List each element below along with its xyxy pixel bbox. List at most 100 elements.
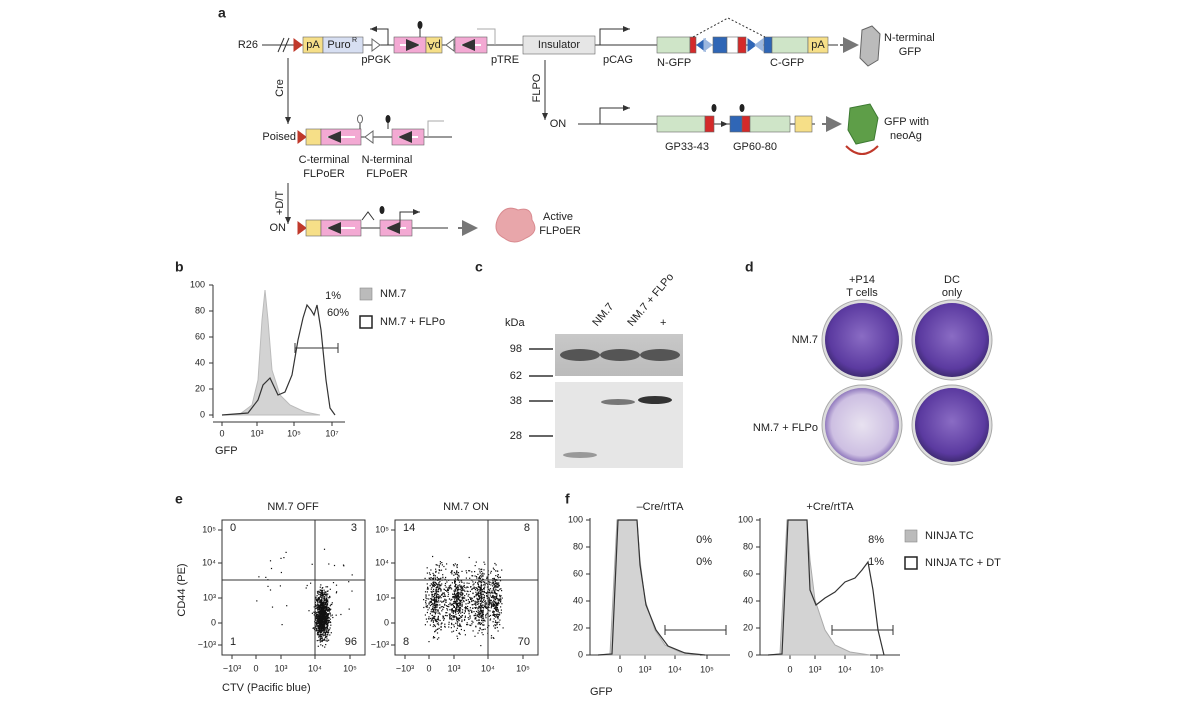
dot bbox=[500, 600, 502, 602]
dot bbox=[328, 639, 330, 641]
dot bbox=[322, 594, 324, 596]
dot bbox=[436, 638, 439, 640]
dot bbox=[493, 625, 495, 627]
dot bbox=[318, 613, 320, 616]
dot bbox=[426, 572, 428, 574]
dot bbox=[256, 600, 258, 602]
dot bbox=[476, 588, 479, 590]
dot bbox=[316, 616, 318, 618]
dot bbox=[479, 628, 481, 630]
dot bbox=[454, 595, 456, 597]
x-tick-label: 0 bbox=[426, 663, 431, 673]
dot bbox=[493, 591, 495, 593]
legend-label: NINJA TC + DT bbox=[925, 557, 1001, 569]
dot bbox=[459, 584, 461, 586]
dot bbox=[438, 578, 440, 580]
dot bbox=[308, 610, 310, 612]
dot bbox=[318, 611, 320, 613]
x-tick-label: 10⁴ bbox=[668, 664, 682, 674]
dot bbox=[480, 615, 482, 617]
dot bbox=[451, 571, 453, 573]
marker-label: 62 bbox=[510, 370, 522, 382]
dot bbox=[438, 583, 440, 585]
dot bbox=[437, 617, 439, 619]
quadrant-value: 0 bbox=[230, 522, 236, 534]
dot bbox=[488, 597, 490, 599]
dot bbox=[430, 609, 432, 611]
dot bbox=[478, 630, 480, 632]
dot bbox=[445, 599, 447, 601]
dot bbox=[489, 595, 491, 597]
dot bbox=[464, 607, 466, 609]
dot bbox=[461, 603, 463, 605]
dot bbox=[439, 619, 441, 622]
dot bbox=[323, 611, 325, 613]
y-tick-label: 80 bbox=[195, 305, 205, 315]
dot bbox=[323, 626, 325, 628]
dot bbox=[322, 615, 324, 618]
y-tick-label: 0 bbox=[578, 649, 583, 659]
dot bbox=[326, 615, 328, 617]
dot bbox=[439, 613, 441, 615]
dot bbox=[496, 621, 498, 623]
dot bbox=[321, 631, 323, 633]
label: a bbox=[218, 5, 226, 21]
dot bbox=[446, 590, 448, 592]
dot bbox=[323, 629, 326, 631]
dot bbox=[495, 592, 497, 595]
dot bbox=[460, 628, 462, 631]
dot bbox=[456, 617, 458, 619]
y-tick-label: 60 bbox=[195, 331, 205, 341]
histogram-line bbox=[597, 519, 706, 656]
dot bbox=[499, 599, 501, 601]
dot bbox=[434, 602, 436, 604]
dot bbox=[458, 574, 460, 577]
dot bbox=[494, 595, 496, 598]
dot bbox=[321, 612, 323, 614]
gate-label: 8% bbox=[868, 534, 884, 546]
dot bbox=[432, 608, 435, 610]
dot bbox=[436, 620, 438, 622]
dot bbox=[483, 595, 485, 597]
dot bbox=[471, 575, 473, 577]
dot bbox=[446, 605, 449, 607]
dot bbox=[432, 603, 434, 605]
dot bbox=[459, 596, 461, 598]
dot bbox=[315, 617, 317, 619]
plot-title: –Cre/rtTA bbox=[637, 501, 685, 513]
dot bbox=[433, 610, 435, 612]
dot bbox=[322, 639, 324, 641]
dot bbox=[451, 608, 453, 610]
dot bbox=[317, 645, 319, 647]
frt-site bbox=[385, 115, 391, 123]
dot bbox=[444, 578, 446, 580]
dot bbox=[426, 611, 428, 614]
dot bbox=[317, 597, 319, 599]
dot bbox=[428, 602, 430, 604]
dot bbox=[319, 600, 321, 602]
dot bbox=[320, 623, 322, 625]
dot bbox=[492, 578, 494, 580]
dot bbox=[326, 625, 328, 627]
dot bbox=[488, 581, 490, 583]
dot bbox=[431, 591, 433, 594]
dot bbox=[443, 616, 445, 618]
label: GFP with bbox=[884, 116, 929, 128]
frt-site bbox=[739, 104, 745, 112]
dot bbox=[495, 595, 498, 597]
dot bbox=[491, 605, 493, 607]
gate-label: 1% bbox=[868, 556, 884, 568]
dot bbox=[438, 597, 441, 599]
dot bbox=[331, 602, 333, 604]
splice-line bbox=[692, 17, 766, 38]
dot bbox=[461, 599, 463, 601]
dot bbox=[431, 583, 433, 586]
dot bbox=[439, 569, 441, 572]
dot bbox=[270, 567, 273, 570]
dot bbox=[316, 624, 318, 626]
dot bbox=[455, 629, 458, 631]
dot bbox=[495, 602, 497, 604]
dot bbox=[489, 581, 491, 583]
dot bbox=[326, 624, 329, 626]
dot bbox=[320, 627, 322, 629]
